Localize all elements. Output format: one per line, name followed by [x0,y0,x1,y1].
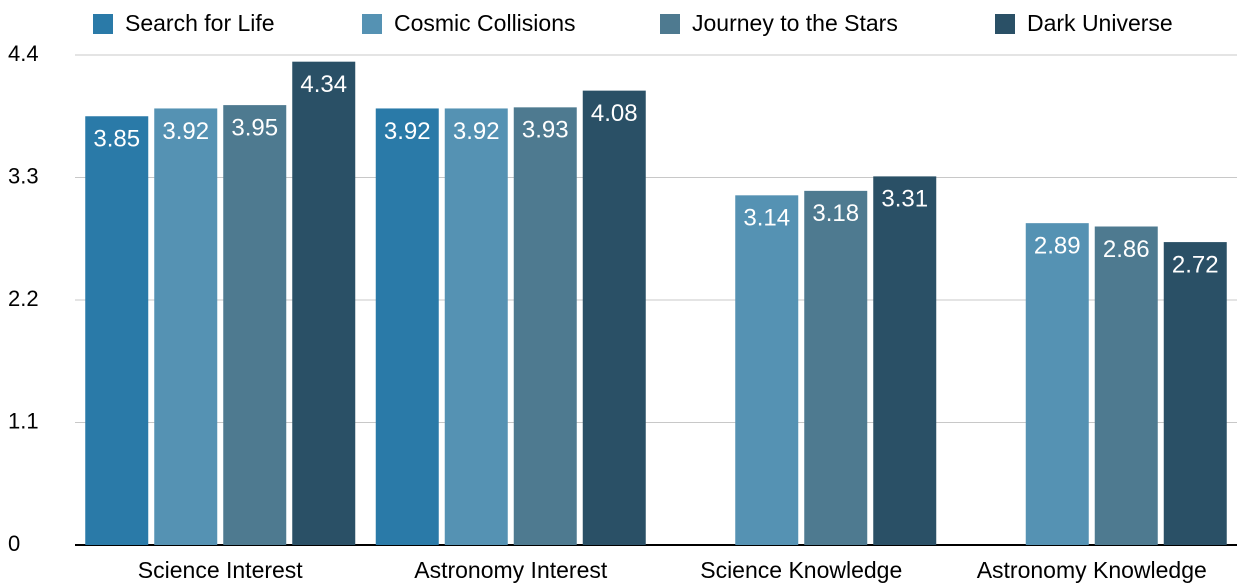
legend-label: Journey to the Stars [692,10,898,36]
x-tick-label: Astronomy Knowledge [977,557,1207,583]
bar [154,108,218,546]
bar [735,195,799,545]
bar [375,108,439,546]
value-label: 2.86 [1103,236,1150,263]
value-label: 3.92 [162,118,209,145]
bar [1025,223,1089,545]
legend-swatch [660,14,680,34]
bar [873,176,937,546]
x-tick-label: Science Knowledge [700,557,902,583]
value-label: 3.93 [522,117,569,144]
legend-swatch [93,14,113,34]
y-tick-label: 0 [8,531,20,556]
x-tick-label: Astronomy Interest [414,557,608,583]
y-tick-label: 4.4 [8,41,39,66]
value-label: 3.85 [93,126,140,153]
value-label: 3.18 [812,200,859,227]
bar [292,61,356,545]
y-tick-label: 3.3 [8,163,39,188]
bar [1163,242,1227,545]
x-tick-label: Science Interest [138,557,304,583]
value-label: 4.08 [591,100,638,127]
value-label: 3.92 [453,118,500,145]
bar [804,190,868,545]
y-tick-label: 1.1 [8,408,39,433]
value-label: 3.92 [384,118,431,145]
y-tick-label: 2.2 [8,286,39,311]
legend-label: Search for Life [125,10,275,36]
legend-swatch [995,14,1015,34]
bar [223,105,287,545]
value-label: 2.72 [1172,251,1219,278]
legend-label: Cosmic Collisions [394,10,575,36]
bar [85,116,149,545]
value-label: 2.89 [1034,233,1081,260]
value-label: 4.34 [300,71,347,98]
bar [513,107,577,545]
legend-swatch [362,14,382,34]
value-label: 3.14 [743,205,790,232]
bar [1094,226,1158,545]
value-label: 3.95 [231,114,278,141]
value-label: 3.31 [881,186,928,213]
bar [444,108,508,546]
bar [582,90,646,546]
legend-label: Dark Universe [1027,10,1173,36]
